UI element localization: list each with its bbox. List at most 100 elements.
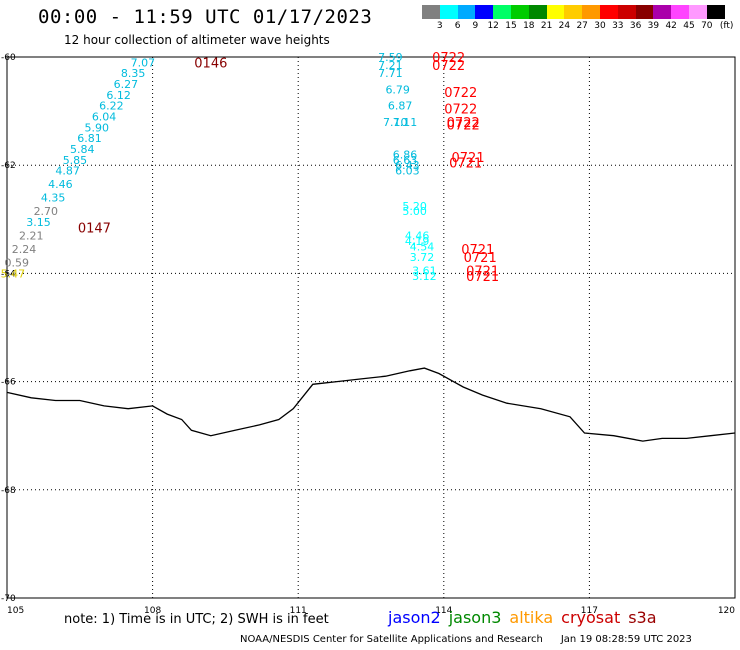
color-scale-label: 15 <box>505 21 517 31</box>
wave-height-label: 3.12 <box>412 270 437 283</box>
color-swatch <box>582 5 600 19</box>
wave-height-label: 7.59 <box>378 51 403 64</box>
wave-height-label: 5.00 <box>402 205 427 218</box>
wave-height-label: 7.11 <box>393 116 418 129</box>
wave-height-label: 2.70 <box>34 205 59 218</box>
pass-time-label: 0722 <box>432 59 465 74</box>
color-scale-label: 3 <box>436 21 443 31</box>
pass-time-label: 0721 <box>461 243 494 258</box>
color-scale-label: 45 <box>683 21 695 31</box>
color-swatch <box>688 5 707 19</box>
mission-legend: jason2 jason3 altika cryosat s3a <box>388 608 665 627</box>
pass-time-label: 0721 <box>452 151 485 166</box>
wave-height-label: 0.59 <box>4 257 29 270</box>
map-frame <box>6 56 736 599</box>
credit-line: NOAA/NESDIS Center for Satellite Applica… <box>240 634 692 645</box>
lat-tick-label: -64 <box>1 269 16 279</box>
lat-tick-label: -66 <box>1 378 16 388</box>
wave-height-label: 5.20 <box>402 200 427 213</box>
footer-note: note: 1) Time is in UTC; 2) SWH is in fe… <box>64 612 329 627</box>
color-scale-label: 30 <box>594 21 606 31</box>
color-scale-label: 9 <box>472 21 479 31</box>
wave-height-label: 6.81 <box>77 132 102 145</box>
wave-height-label: 4.46 <box>405 230 430 243</box>
color-swatch <box>457 5 476 19</box>
mission-altika: altika <box>509 608 554 627</box>
color-swatch <box>617 5 636 19</box>
color-swatch <box>510 5 529 19</box>
color-scale-label: 24 <box>558 21 571 31</box>
color-scale-labels: 3 6 9 12 15 18 21 24 27 30 33 36 39 42 45 70 (ft) <box>422 21 740 33</box>
color-swatch <box>439 5 458 19</box>
pass-time-label: 0721 <box>449 156 482 171</box>
color-swatch <box>528 5 547 19</box>
wave-height-label: 3.15 <box>26 216 51 229</box>
wave-height-label: 4.54 <box>410 240 435 253</box>
wave-height-label: 6.86 <box>393 148 418 161</box>
wave-height-label: 5.84 <box>70 143 95 156</box>
wave-height-label: 6.27 <box>114 78 139 91</box>
wave-height-label: 7.21 <box>378 59 403 72</box>
wave-height-label: 25.47 <box>0 267 25 280</box>
wave-height-label: 6.43 <box>395 159 420 172</box>
lon-tick-label: 120 <box>718 606 735 616</box>
color-scale-label: 12 <box>487 21 499 31</box>
lon-tick-label: 108 <box>144 606 161 616</box>
wave-height-label: 4.46 <box>48 178 73 191</box>
wave-height-label: 7.71 <box>378 67 403 80</box>
color-swatch <box>564 5 583 19</box>
wave-height-label: 7.07 <box>131 56 156 69</box>
color-scale-label: 21 <box>540 21 553 31</box>
lat-tick-label: -68 <box>1 486 16 496</box>
wave-height-label: 6.03 <box>395 165 420 178</box>
pass-time-label: 0146 <box>194 56 227 71</box>
wave-height-label: 3.61 <box>412 265 437 278</box>
mission-cryosat: cryosat <box>561 608 621 627</box>
wave-height-label: 6.04 <box>92 111 117 124</box>
pass-time-label: 0721 <box>466 265 499 280</box>
wave-height-label: 2.21 <box>19 230 44 243</box>
color-swatch <box>653 5 672 19</box>
pass-time-label: 0722 <box>444 86 477 101</box>
lat-tick-label: -62 <box>1 161 16 171</box>
lon-tick-label: 114 <box>435 606 452 616</box>
color-swatch <box>493 5 511 19</box>
color-scale-bar <box>422 5 725 19</box>
lat-tick-label: -60 <box>1 53 16 63</box>
wave-height-label: 6.22 <box>99 100 124 113</box>
color-scale-label: 27 <box>576 21 588 31</box>
color-scale-label: 6 <box>454 21 461 31</box>
wave-height-label: 8.35 <box>121 67 146 80</box>
pass-time-label: 0721 <box>466 270 499 285</box>
wave-height-label: 4.87 <box>55 165 80 178</box>
color-swatch <box>706 5 725 19</box>
color-swatch <box>546 5 565 19</box>
wave-height-label: 5.85 <box>63 154 88 167</box>
mission-jason3: jason3 <box>448 608 502 627</box>
wave-height-label: 6.79 <box>385 83 410 96</box>
color-scale-unit: (ft) <box>719 21 734 31</box>
wave-height-label: 4.35 <box>41 192 66 205</box>
pass-time-label: 0721 <box>464 251 497 266</box>
color-scale-label: 42 <box>665 21 677 31</box>
color-swatch <box>635 5 654 19</box>
wave-height-label: 3.72 <box>410 251 435 264</box>
mission-jason2: jason2 <box>388 608 441 627</box>
color-scale-label: 70 <box>701 21 713 31</box>
pass-time-label: 0147 <box>78 221 111 236</box>
lon-tick-label: 105 <box>7 606 24 616</box>
pass-time-label: 0722 <box>447 119 480 134</box>
color-swatch <box>671 5 689 19</box>
pass-time-label: 0722 <box>447 116 480 131</box>
wave-height-label: 6.12 <box>106 89 131 102</box>
lat-tick-label: -70 <box>1 594 16 604</box>
wave-height-label: 6.63 <box>393 154 418 167</box>
wave-height-label: 6.87 <box>388 100 413 113</box>
color-swatch <box>422 5 440 19</box>
lon-tick-label: 117 <box>581 606 598 616</box>
color-swatch <box>475 5 494 19</box>
antarctic-coastline <box>6 367 736 442</box>
color-swatch <box>599 5 618 19</box>
lon-tick-label: 111 <box>290 606 307 616</box>
